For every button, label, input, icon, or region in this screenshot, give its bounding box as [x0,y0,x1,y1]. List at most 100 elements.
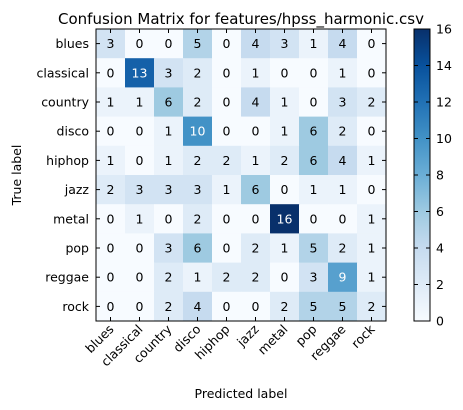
cell-value-label: 4 [252,95,260,110]
cell-value-label: 0 [281,270,289,285]
y-tick-labels: bluesclassicalcountrydiscohiphopjazzmeta… [36,36,89,314]
cell-value-label: 0 [107,65,115,80]
cell-value-label: 1 [107,153,115,168]
cell-value-label: 2 [281,299,289,314]
cell-value-label: 0 [107,270,115,285]
cell-value-label: 0 [136,153,144,168]
cell-value-label: 2 [339,241,347,256]
cell-value-label: 2 [165,270,173,285]
cell-value-label: 1 [368,270,376,285]
cell-value-label: 4 [339,36,347,51]
cell-value-label: 3 [194,182,202,197]
cell-value-label: 0 [223,299,231,314]
cell-value-label: 1 [165,153,173,168]
cell-value-label: 1 [165,124,173,139]
cell-value-label: 6 [194,241,202,256]
x-tick-label: rock [348,321,378,351]
cell-value-label: 5 [310,299,318,314]
cell-value-label: 0 [107,241,115,256]
colorbar-tick-label: 0 [436,314,444,329]
cell-value-label: 0 [339,211,347,226]
cell-value-label: 1 [252,153,260,168]
cell-value-label: 2 [252,241,260,256]
cell-value-label: 0 [107,124,115,139]
cell-value-label: 0 [136,299,144,314]
cell-value-label: 0 [368,65,376,80]
y-tick-label: rock [62,299,89,314]
cell-value-label: 0 [107,299,115,314]
cell-value-label: 0 [310,65,318,80]
cell-value-label: 1 [339,65,347,80]
cell-value-label: 1 [281,95,289,110]
cell-value-label: 0 [223,65,231,80]
cell-value-label: 0 [252,124,260,139]
cell-value-label: 2 [368,95,376,110]
cell-value-label: 3 [339,95,347,110]
cell-value-label: 1 [281,241,289,256]
y-axis-label: True label [9,145,24,207]
cell-value-label: 0 [165,36,173,51]
cell-value-label: 2 [252,270,260,285]
cell-value-label: 4 [252,36,260,51]
y-tick-label: classical [36,65,89,80]
y-tick-label: disco [57,124,89,139]
y-tick-label: reggae [45,270,89,285]
cell-value-label: 9 [339,270,347,285]
cell-value-label: 0 [281,65,289,80]
colorbar-tick-label: 12 [436,95,452,110]
cell-value-label: 2 [223,270,231,285]
cell-value-label: 0 [368,124,376,139]
cell-value-label: 6 [165,95,173,110]
x-axis-label: Predicted label [195,386,288,401]
cell-value-label: 2 [223,153,231,168]
cell-value-label: 1 [368,241,376,256]
cell-value-label: 0 [136,241,144,256]
colorbar-tick-label: 6 [436,204,444,219]
cell-value-label: 0 [136,270,144,285]
y-tick-label: blues [55,36,89,51]
cell-value-label: 5 [339,299,347,314]
y-tick-label: hiphop [46,153,89,168]
cell-value-label: 1 [310,36,318,51]
cell-value-label: 6 [310,153,318,168]
cell-value-label: 4 [339,153,347,168]
cell-value-label: 0 [165,211,173,226]
cell-value-label: 5 [310,241,318,256]
cell-value-label: 2 [194,65,202,80]
cell-value-label: 0 [223,36,231,51]
colorbar-tick-label: 16 [436,22,452,37]
cell-value-label: 2 [281,153,289,168]
cell-value-label: 10 [190,124,206,139]
cell-value-label: 0 [368,182,376,197]
cell-value-label: 0 [223,95,231,110]
cell-value-label: 3 [281,36,289,51]
cell-value-label: 2 [165,299,173,314]
cell-value-label: 2 [107,182,115,197]
cell-value-label: 0 [223,124,231,139]
cell-value-label: 4 [194,299,202,314]
cell-value-label: 1 [136,211,144,226]
cell-value-label: 0 [223,211,231,226]
cell-value-label: 1 [223,182,231,197]
y-tick-label: jazz [64,182,90,197]
x-tick-label: metal [255,322,291,358]
cell-value-label: 3 [310,270,318,285]
cell-value-label: 0 [281,182,289,197]
colorbar-tick-label: 8 [436,168,444,183]
cell-value-label: 2 [194,153,202,168]
cell-value-label: 1 [107,95,115,110]
chart-title: Confusion Matrix for features/hpss_harmo… [58,10,424,29]
cell-value-label: 1 [194,270,202,285]
cell-value-label: 0 [107,211,115,226]
cell-value-label: 3 [107,36,115,51]
colorbar-tick-label: 10 [436,131,452,146]
cell-value-label: 1 [252,65,260,80]
cell-value-label: 5 [194,36,202,51]
cell-value-label: 0 [223,241,231,256]
cell-value-label: 3 [165,65,173,80]
cell-value-label: 2 [339,124,347,139]
cell-value-label: 0 [252,211,260,226]
colorbar-tick-label: 14 [436,58,452,73]
cell-value-label: 1 [310,182,318,197]
cell-value-label: 0 [310,95,318,110]
